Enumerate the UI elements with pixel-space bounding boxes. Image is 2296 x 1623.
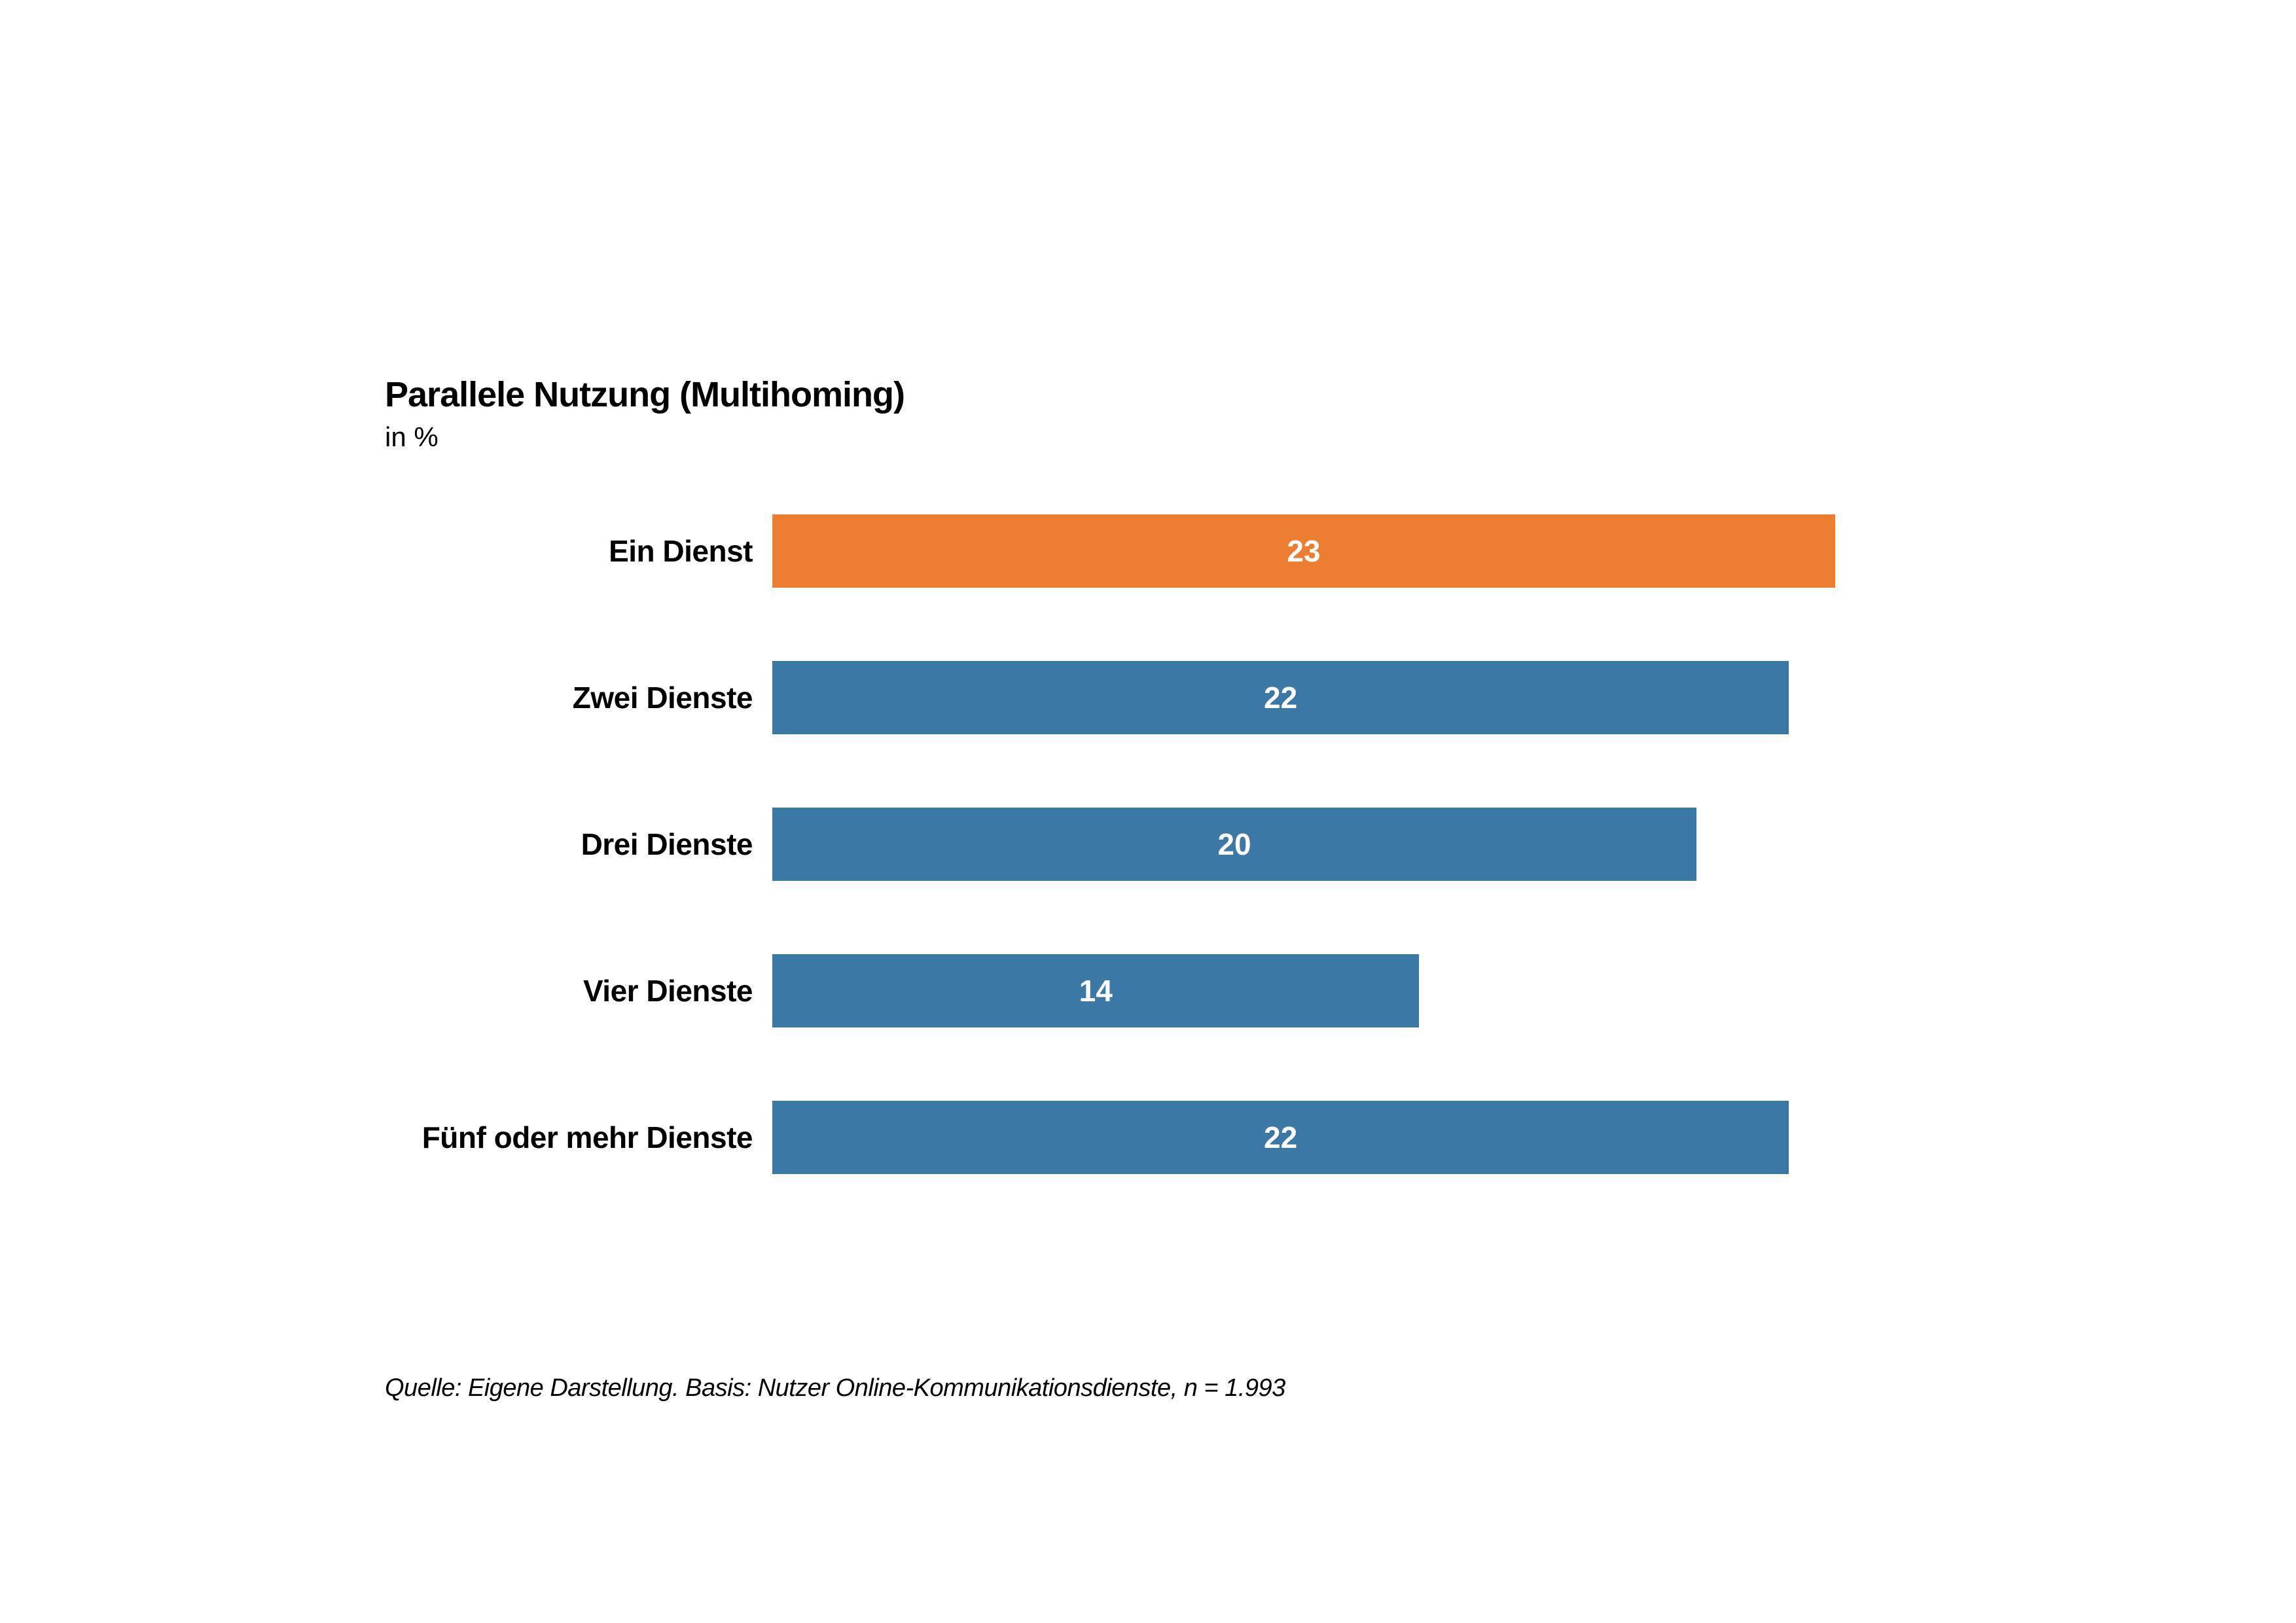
chart-title: Parallele Nutzung (Multihoming) <box>385 375 905 414</box>
source-note: Quelle: Eigene Darstellung. Basis: Nutze… <box>385 1374 1285 1402</box>
bar-row: Vier Dienste 14 <box>0 954 2296 1027</box>
bar-chart: Ein Dienst 23 Zwei Dienste 22 Drei Dienste 20… <box>0 514 2296 1247</box>
bar-value-label: 22 <box>1264 1120 1298 1154</box>
bar-value-label: 14 <box>1079 974 1113 1008</box>
bar-row: Fünf oder mehr Dienste 22 <box>0 1101 2296 1174</box>
category-label: Fünf oder mehr Dienste <box>422 1120 753 1154</box>
category-label: Vier Dienste <box>583 974 753 1008</box>
category-label: Drei Dienste <box>581 827 753 861</box>
bar-zwei-dienste: 22 <box>772 661 1789 734</box>
bar-row: Drei Dienste 20 <box>0 808 2296 881</box>
chart-subtitle: in % <box>385 421 439 453</box>
bar-row: Ein Dienst 23 <box>0 514 2296 588</box>
bar-ein-dienst: 23 <box>772 514 1835 588</box>
bar-value-label: 23 <box>1287 534 1321 568</box>
bar-value-label: 22 <box>1264 681 1298 715</box>
bar-row: Zwei Dienste 22 <box>0 661 2296 734</box>
bar-drei-dienste: 20 <box>772 808 1696 881</box>
bar-value-label: 20 <box>1217 827 1251 861</box>
bar-fünf-oder-mehr-dienste: 22 <box>772 1101 1789 1174</box>
chart-header: Parallele Nutzung (Multihoming) in % <box>385 374 905 453</box>
category-label: Zwei Dienste <box>572 681 753 715</box>
bar-vier-dienste: 14 <box>772 954 1420 1027</box>
category-label: Ein Dienst <box>609 534 753 568</box>
